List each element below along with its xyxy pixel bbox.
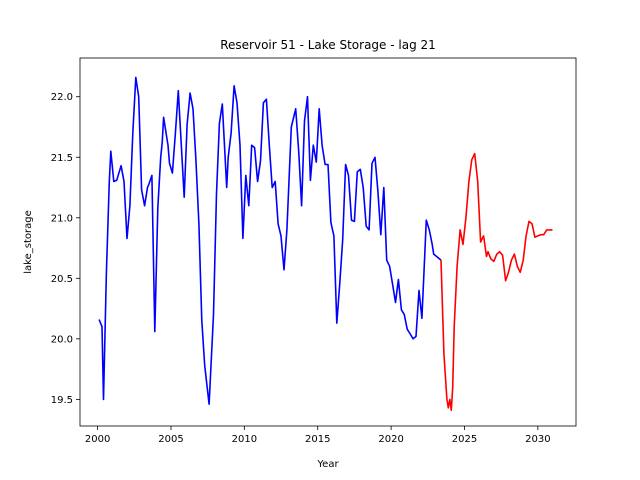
y-axis-label: lake_storage [23,210,34,273]
x-tick-label: 2020 [378,434,403,445]
y-tick-label: 19.5 [51,395,73,406]
forecast-series-line [440,152,553,412]
chart-title: Reservoir 51 - Lake Storage - lag 21 [220,38,436,52]
x-axis-label: Year [316,459,339,470]
series-layer [98,76,553,412]
y-tick-label: 20.0 [51,334,73,345]
x-axis: 2000 2005 2010 2015 2020 2025 2030 [85,426,551,445]
plot-frame [79,57,577,427]
x-tick-label: 2005 [158,434,183,445]
x-tick-label: 2000 [85,434,110,445]
x-tick-label: 2030 [525,434,550,445]
y-tick-label: 21.0 [51,213,73,224]
y-tick-label: 22.0 [51,92,73,103]
x-tick-label: 2010 [232,434,257,445]
x-tick-label: 2025 [452,434,477,445]
y-axis: 19.5 20.0 20.5 21.0 21.5 22.0 [51,92,80,406]
historical-series-line [98,76,442,406]
x-tick-label: 2015 [305,434,330,445]
y-tick-label: 20.5 [51,274,73,285]
y-tick-label: 21.5 [51,153,73,164]
